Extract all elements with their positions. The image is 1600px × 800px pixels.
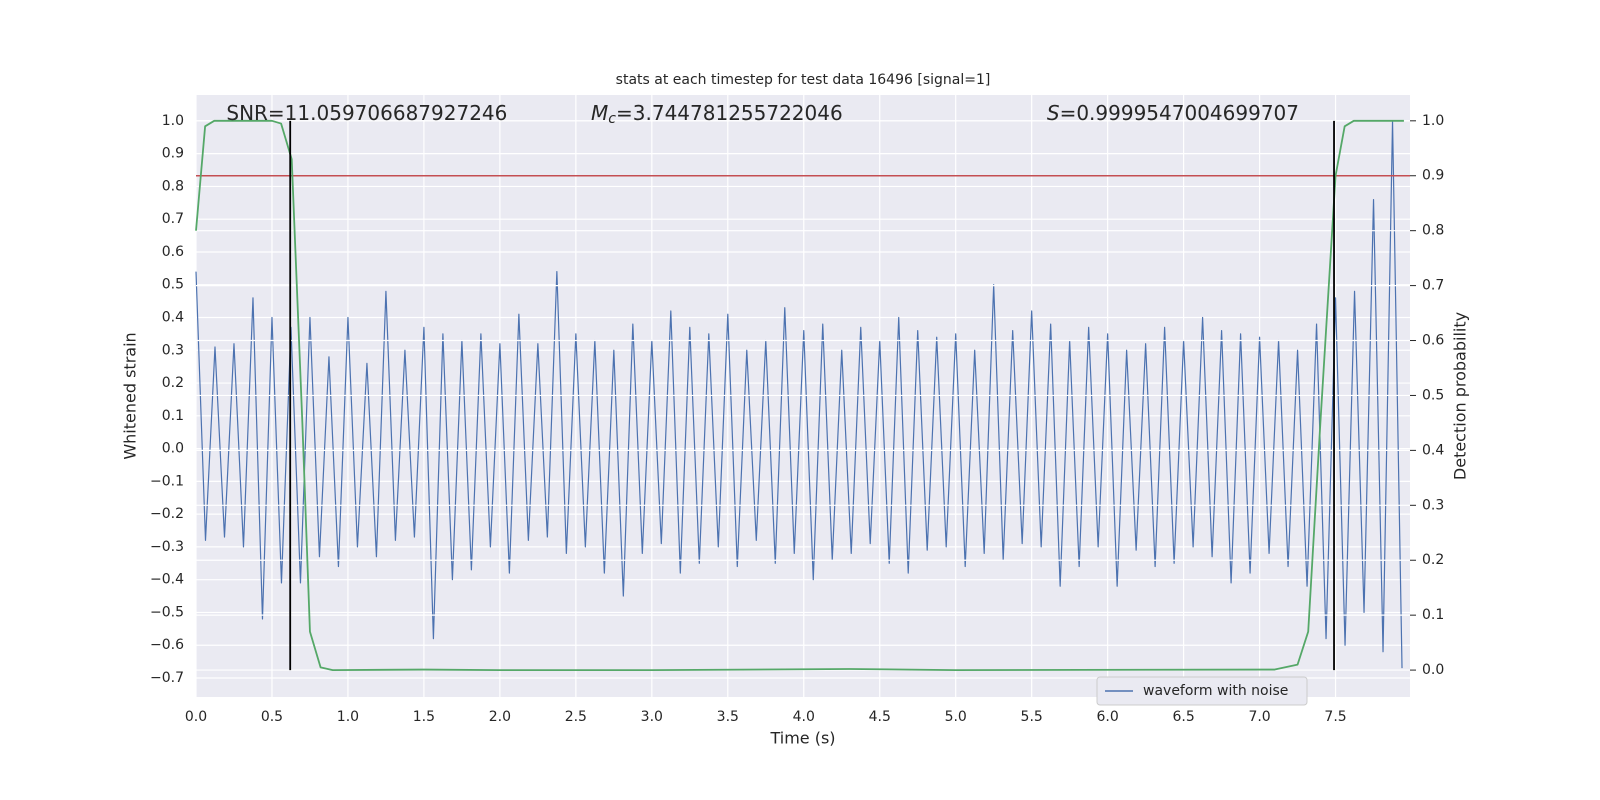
x-tick-label: 3.0: [641, 709, 663, 725]
x-tick-label: 7.0: [1248, 709, 1270, 725]
y-tick-label: −0.7: [150, 670, 184, 686]
annotation-subscript: c: [608, 111, 616, 127]
y-tick-label: −0.2: [150, 506, 184, 522]
y-tick-label: 0.0: [162, 441, 184, 457]
x-axis-label: Time (s): [769, 729, 835, 748]
legend-box: [1096, 676, 1308, 706]
y2-tick-label: 0.4: [1422, 442, 1444, 458]
y-tick-label: −0.1: [150, 473, 184, 489]
y-tick-label: −0.5: [150, 604, 184, 620]
y2-axis-label: Detection probability: [1451, 312, 1470, 480]
x-tick-label: 0.5: [261, 709, 283, 725]
annotation: Mc=3.744781255722046: [591, 101, 843, 128]
y-tick-label: 0.8: [162, 178, 184, 194]
x-tick-label: 4.5: [869, 709, 891, 725]
annotation-text: =0.9999547004699707: [1060, 101, 1299, 125]
x-tick-label: 7.5: [1324, 709, 1346, 725]
y2-tick-label: 0.8: [1422, 223, 1444, 239]
y-tick-label: −0.3: [150, 539, 184, 555]
annotation: SNR=11.059706687927246: [226, 101, 507, 125]
y-tick-label: −0.6: [150, 637, 184, 653]
y-tick-label: 0.6: [162, 244, 184, 260]
annotation: S=0.9999547004699707: [1047, 101, 1299, 125]
y2-tick-label: 0.6: [1422, 333, 1444, 349]
chart-title: stats at each timestep for test data 164…: [616, 72, 991, 88]
y-axis-label: Whitened strain: [121, 332, 140, 459]
x-tick-label: 5.0: [945, 709, 967, 725]
y-tick-label: 0.1: [162, 408, 184, 424]
x-tick-label: 5.5: [1021, 709, 1043, 725]
x-tick-label: 6.0: [1097, 709, 1119, 725]
annotation-symbol: S: [1047, 101, 1060, 125]
y2-tick-label: 0.3: [1422, 497, 1444, 513]
y2-tick-label: 0.2: [1422, 552, 1444, 568]
x-tick-label: 6.5: [1172, 709, 1194, 725]
y-tick-label: 0.3: [162, 342, 184, 358]
y2-tick-label: 0.7: [1422, 278, 1444, 294]
y2-tick-label: 0.0: [1422, 662, 1444, 678]
x-tick-label: 2.5: [565, 709, 587, 725]
y2-tick-label: 0.5: [1422, 387, 1444, 403]
legend-label: waveform with noise: [1143, 683, 1288, 699]
y-tick-label: 0.4: [162, 310, 184, 326]
y2-tick-label: 0.1: [1422, 607, 1444, 623]
annotation-symbol: M: [591, 101, 608, 125]
y-tick-label: −0.4: [150, 572, 184, 588]
x-tick-label: 2.0: [489, 709, 511, 725]
y-tick-label: 0.9: [162, 146, 184, 162]
y-tick-label: 0.2: [162, 375, 184, 391]
x-tick-label: 3.5: [717, 709, 739, 725]
probability-line: [195, 119, 1404, 671]
y2-tick-label: 1.0: [1422, 113, 1444, 129]
annotation-text: =3.744781255722046: [616, 101, 843, 125]
y2-tick-label: 0.9: [1422, 168, 1444, 184]
y-tick-label: 0.7: [162, 211, 184, 227]
waveform-line: [195, 120, 1403, 669]
x-tick-label: 0.0: [185, 709, 207, 725]
y-tick-label: 0.5: [162, 277, 184, 293]
x-tick-label: 1.0: [337, 709, 359, 725]
x-tick-label: 1.5: [413, 709, 435, 725]
x-tick-label: 4.0: [793, 709, 815, 725]
y-tick-label: 1.0: [162, 113, 184, 129]
annotation-text: SNR=11.059706687927246: [226, 101, 507, 125]
